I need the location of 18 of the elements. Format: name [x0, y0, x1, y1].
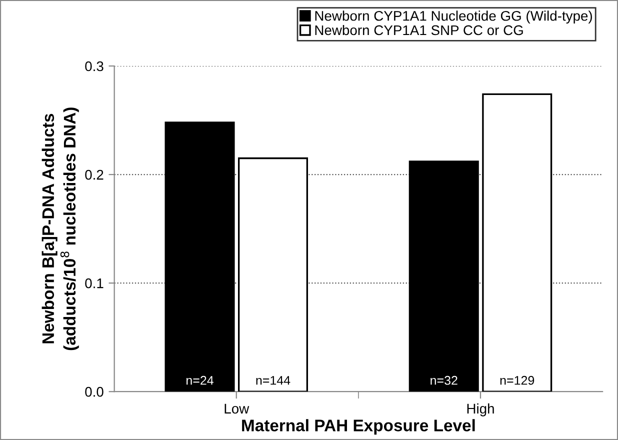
legend-label: Newborn CYP1A1 SNP CC or CG — [315, 24, 523, 36]
x-axis-title: Maternal PAH Exposure Level — [242, 419, 475, 435]
y-tick-label: 0.0 — [85, 386, 104, 397]
x-tick-label: Low — [224, 404, 250, 414]
bar — [408, 160, 479, 392]
annotation: n=24 — [186, 376, 214, 385]
bar — [238, 157, 308, 392]
y-tick-label: 0.2 — [85, 170, 104, 180]
bar — [164, 122, 235, 392]
y-tick-label: 0.3 — [85, 61, 104, 72]
bar — [482, 93, 552, 392]
legend-label: Newborn CYP1A1 Nucleotide GG (Wild-type) — [315, 10, 592, 24]
annotation: n=144 — [256, 376, 290, 385]
y-axis-title: Newborn B[a]P-DNA Adducts (adducts/10$^{8}$ nucleotides DNA) — [42, 108, 79, 350]
x-tick-label: High — [467, 403, 494, 416]
annotation: n=129 — [500, 376, 534, 385]
annotation: n=32 — [430, 376, 458, 385]
y-tick-label: 0.1 — [85, 278, 104, 288]
